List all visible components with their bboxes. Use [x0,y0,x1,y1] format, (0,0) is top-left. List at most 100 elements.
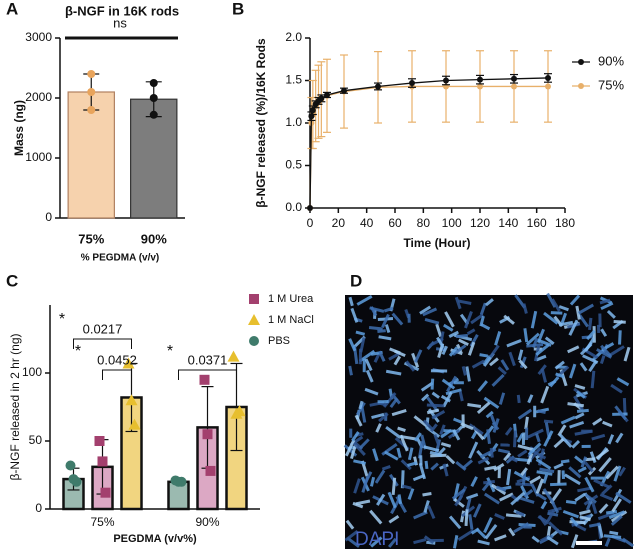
data-point [149,79,158,87]
series-point [511,75,517,82]
x-axis-label: PEGDMA (v/v%) [113,533,197,545]
rod [470,476,478,487]
rod [586,329,596,341]
rod [381,465,391,471]
legend-marker [248,314,260,325]
rod [596,348,613,359]
data-point [128,418,141,430]
data-point [97,456,108,467]
rod [470,313,484,325]
rod [545,509,556,525]
series-point [309,107,316,114]
rod [588,317,593,331]
rod [597,523,604,539]
annotation: ns [113,15,127,30]
rod [548,521,564,536]
data-point [65,460,76,471]
rod [521,470,527,485]
y-tick-label: 2000 [25,90,52,104]
rod [422,307,438,317]
rod [599,493,614,501]
rod [426,403,445,408]
rod [506,468,512,486]
data-point [122,357,135,369]
rod [383,306,394,313]
x-tick-label: 100 [442,216,462,230]
rod [543,430,554,447]
y-tick-label: 0.0 [285,200,302,214]
data-point [100,487,111,498]
rod [517,408,533,420]
rod [452,344,467,356]
rod [375,423,382,433]
rod [503,452,512,462]
chart-title: β-NGF in 16K rods [65,3,179,18]
data-point [149,94,158,102]
rod [493,463,505,472]
rod [352,501,364,509]
legend-label: 1 M NaCl [268,314,314,326]
rod [562,509,580,519]
rod [517,449,528,458]
rod [480,323,491,331]
rod [527,442,542,456]
rod [574,412,585,420]
rod [504,426,513,436]
rod [489,344,500,359]
rod [584,457,596,462]
rod [368,326,383,331]
rod [396,447,402,459]
rod [356,294,373,306]
rod [365,369,374,383]
legend-marker [249,336,259,346]
rod [598,503,609,514]
rod [476,401,491,415]
rod [555,372,565,379]
rod [599,298,611,305]
rod [378,335,392,341]
rod [413,349,423,363]
rod [479,353,489,358]
rod [387,537,397,548]
rod [464,310,473,329]
data-point [87,106,96,114]
rod [394,349,406,358]
rod [536,492,547,501]
rod [536,328,545,344]
x-tick-label: 60 [388,216,402,230]
rod [452,417,463,424]
data-point [176,476,187,487]
rod [444,311,455,328]
rod [538,514,548,526]
x-tick-label: 75% [78,231,104,246]
rod [577,486,592,493]
legend-marker [578,59,584,65]
rod [546,535,559,546]
rod [352,442,366,456]
rod [579,362,588,372]
rod [598,313,602,328]
rod [523,489,534,498]
x-tick-label: 140 [498,216,518,230]
y-tick-label: 0.5 [285,158,302,172]
rod [391,409,407,417]
rod [389,397,399,408]
data-point [149,110,158,119]
rod [568,319,579,336]
rod [547,379,557,387]
x-axis-label: % PEGDMA (v/v) [81,253,160,264]
rod [611,498,622,513]
rod [477,380,488,392]
rod [448,515,462,530]
rod [540,500,548,510]
rod [479,302,487,316]
rod [551,298,561,312]
rod [359,337,366,353]
rod [419,455,423,466]
data-point [227,350,240,362]
series-point [443,77,449,84]
rod [513,470,531,482]
rod [601,484,613,495]
series-point [375,83,381,90]
rod [494,513,505,520]
